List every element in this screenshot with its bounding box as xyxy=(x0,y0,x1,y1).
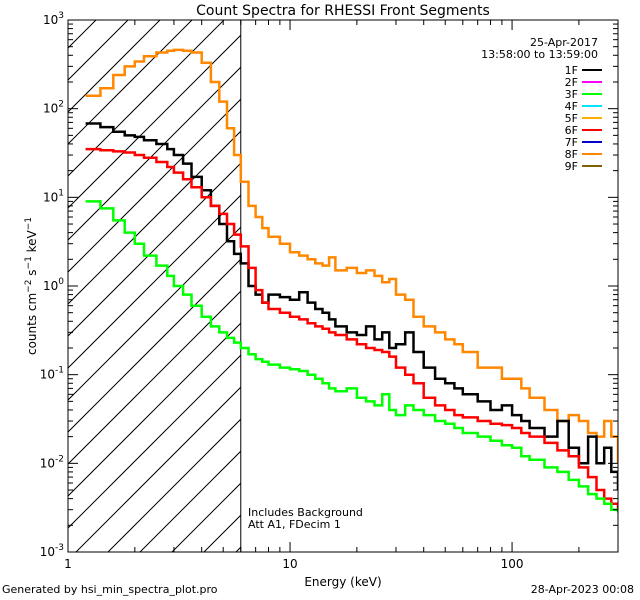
legend-label-4F: 4F xyxy=(565,100,578,113)
y-tick-label: 103 xyxy=(43,11,64,27)
legend-label-3F: 3F xyxy=(565,88,578,101)
x-axis-label: Energy (keV) xyxy=(304,575,381,589)
legend-label-5F: 5F xyxy=(565,112,578,125)
date-label: 25-Apr-2017 xyxy=(530,36,598,49)
series-layer xyxy=(85,48,618,513)
attenuator-hatch-region xyxy=(68,20,241,552)
timestamp-footer: 28-Apr-2023 00:08 xyxy=(530,583,634,596)
time-range-label: 13:58:00 to 13:59:00 xyxy=(481,48,598,61)
y-tick-label: 102 xyxy=(43,100,64,116)
y-tick-label: 101 xyxy=(43,188,64,204)
series-3F xyxy=(85,200,618,513)
series-8F xyxy=(85,48,618,464)
chart-title: Count Spectra for RHESSI Front Segments xyxy=(196,3,490,19)
legend-label-9F: 9F xyxy=(565,160,578,173)
y-tick-label: 100 xyxy=(43,277,64,293)
legend-label-7F: 7F xyxy=(565,136,578,149)
x-tick-label: 100 xyxy=(501,557,524,571)
generated-by-footer: Generated by hsi_min_spectra_plot.pro xyxy=(2,583,218,596)
y-tick-label: 10-1 xyxy=(40,366,64,382)
y-axis-label: counts cm−2 s−1 keV−1 xyxy=(24,217,39,355)
y-tick-label: 10-3 xyxy=(40,543,64,559)
legend-label-8F: 8F xyxy=(565,148,578,161)
legend-label-2F: 2F xyxy=(565,76,578,89)
attenuator-note: Att A1, FDecim 1 xyxy=(248,518,341,531)
background-note: Includes Background xyxy=(248,506,363,519)
axis-ticks: 1 10 100 10-3 10-2 10-1 100 101 102 103 xyxy=(40,11,619,571)
legend-label-6F: 6F xyxy=(565,124,578,137)
series-1F xyxy=(85,122,618,490)
x-tick-label: 10 xyxy=(282,557,297,571)
y-tick-label: 10-2 xyxy=(40,454,64,470)
x-tick-label: 1 xyxy=(64,557,72,571)
legend-label-1F: 1F xyxy=(565,64,578,77)
svg-text:counts cm−2 s−1 keV−1: counts cm−2 s−1 keV−1 xyxy=(24,217,39,355)
series-6F xyxy=(85,147,618,510)
